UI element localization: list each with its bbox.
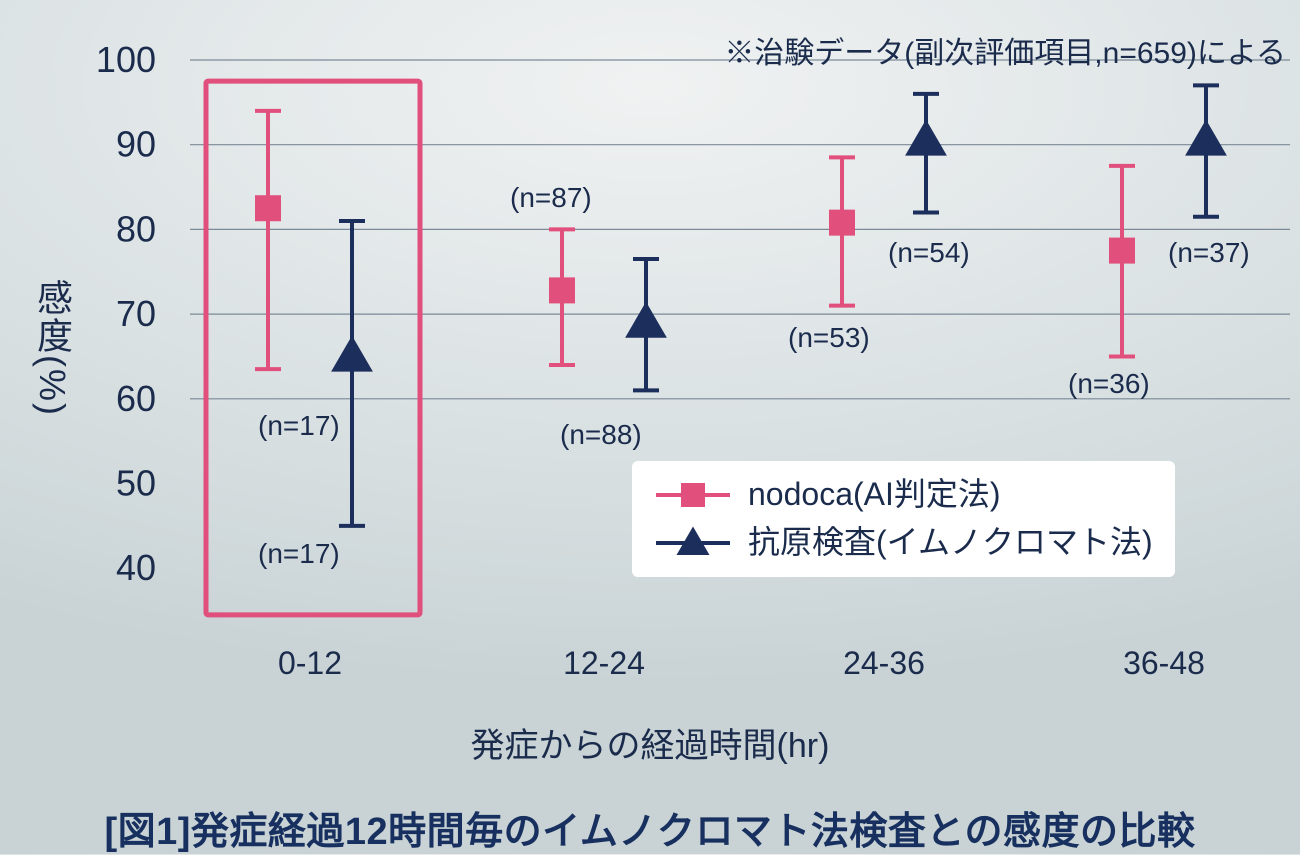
n-label: (n=17)	[258, 410, 340, 442]
legend: nodoca(AI判定法) 抗原検査(イムノクロマト法)	[632, 461, 1175, 577]
n-label: (n=54)	[888, 237, 970, 269]
n-label: (n=37)	[1168, 237, 1250, 269]
n-label: (n=36)	[1068, 368, 1150, 400]
n-label: (n=87)	[510, 182, 592, 214]
chart-overlay: (n=17) (n=17) (n=87) (n=88) (n=53) (n=54) (n=3…	[0, 0, 1300, 854]
legend-label: nodoca(AI判定法)	[748, 477, 1001, 512]
legend-label: 抗原検査(イムノクロマト法)	[748, 525, 1153, 560]
n-label: (n=53)	[788, 322, 870, 354]
x-axis-label: 発症からの経過時間(hr)	[471, 718, 830, 767]
square-marker-icon	[652, 475, 734, 515]
legend-row: nodoca(AI判定法)	[652, 475, 1153, 515]
n-label: (n=17)	[258, 538, 340, 570]
legend-row: 抗原検査(イムノクロマト法)	[652, 523, 1153, 563]
triangle-marker-icon	[652, 523, 734, 563]
chart-note: ※治験データ(副次評価項目,n=659)による	[724, 28, 1286, 72]
y-axis-label: 感度(%)	[26, 279, 78, 417]
chart-caption: [図1]発症経過12時間毎のイムノクロマト法検査との感度の比較	[104, 800, 1195, 855]
n-label: (n=88)	[560, 419, 642, 451]
